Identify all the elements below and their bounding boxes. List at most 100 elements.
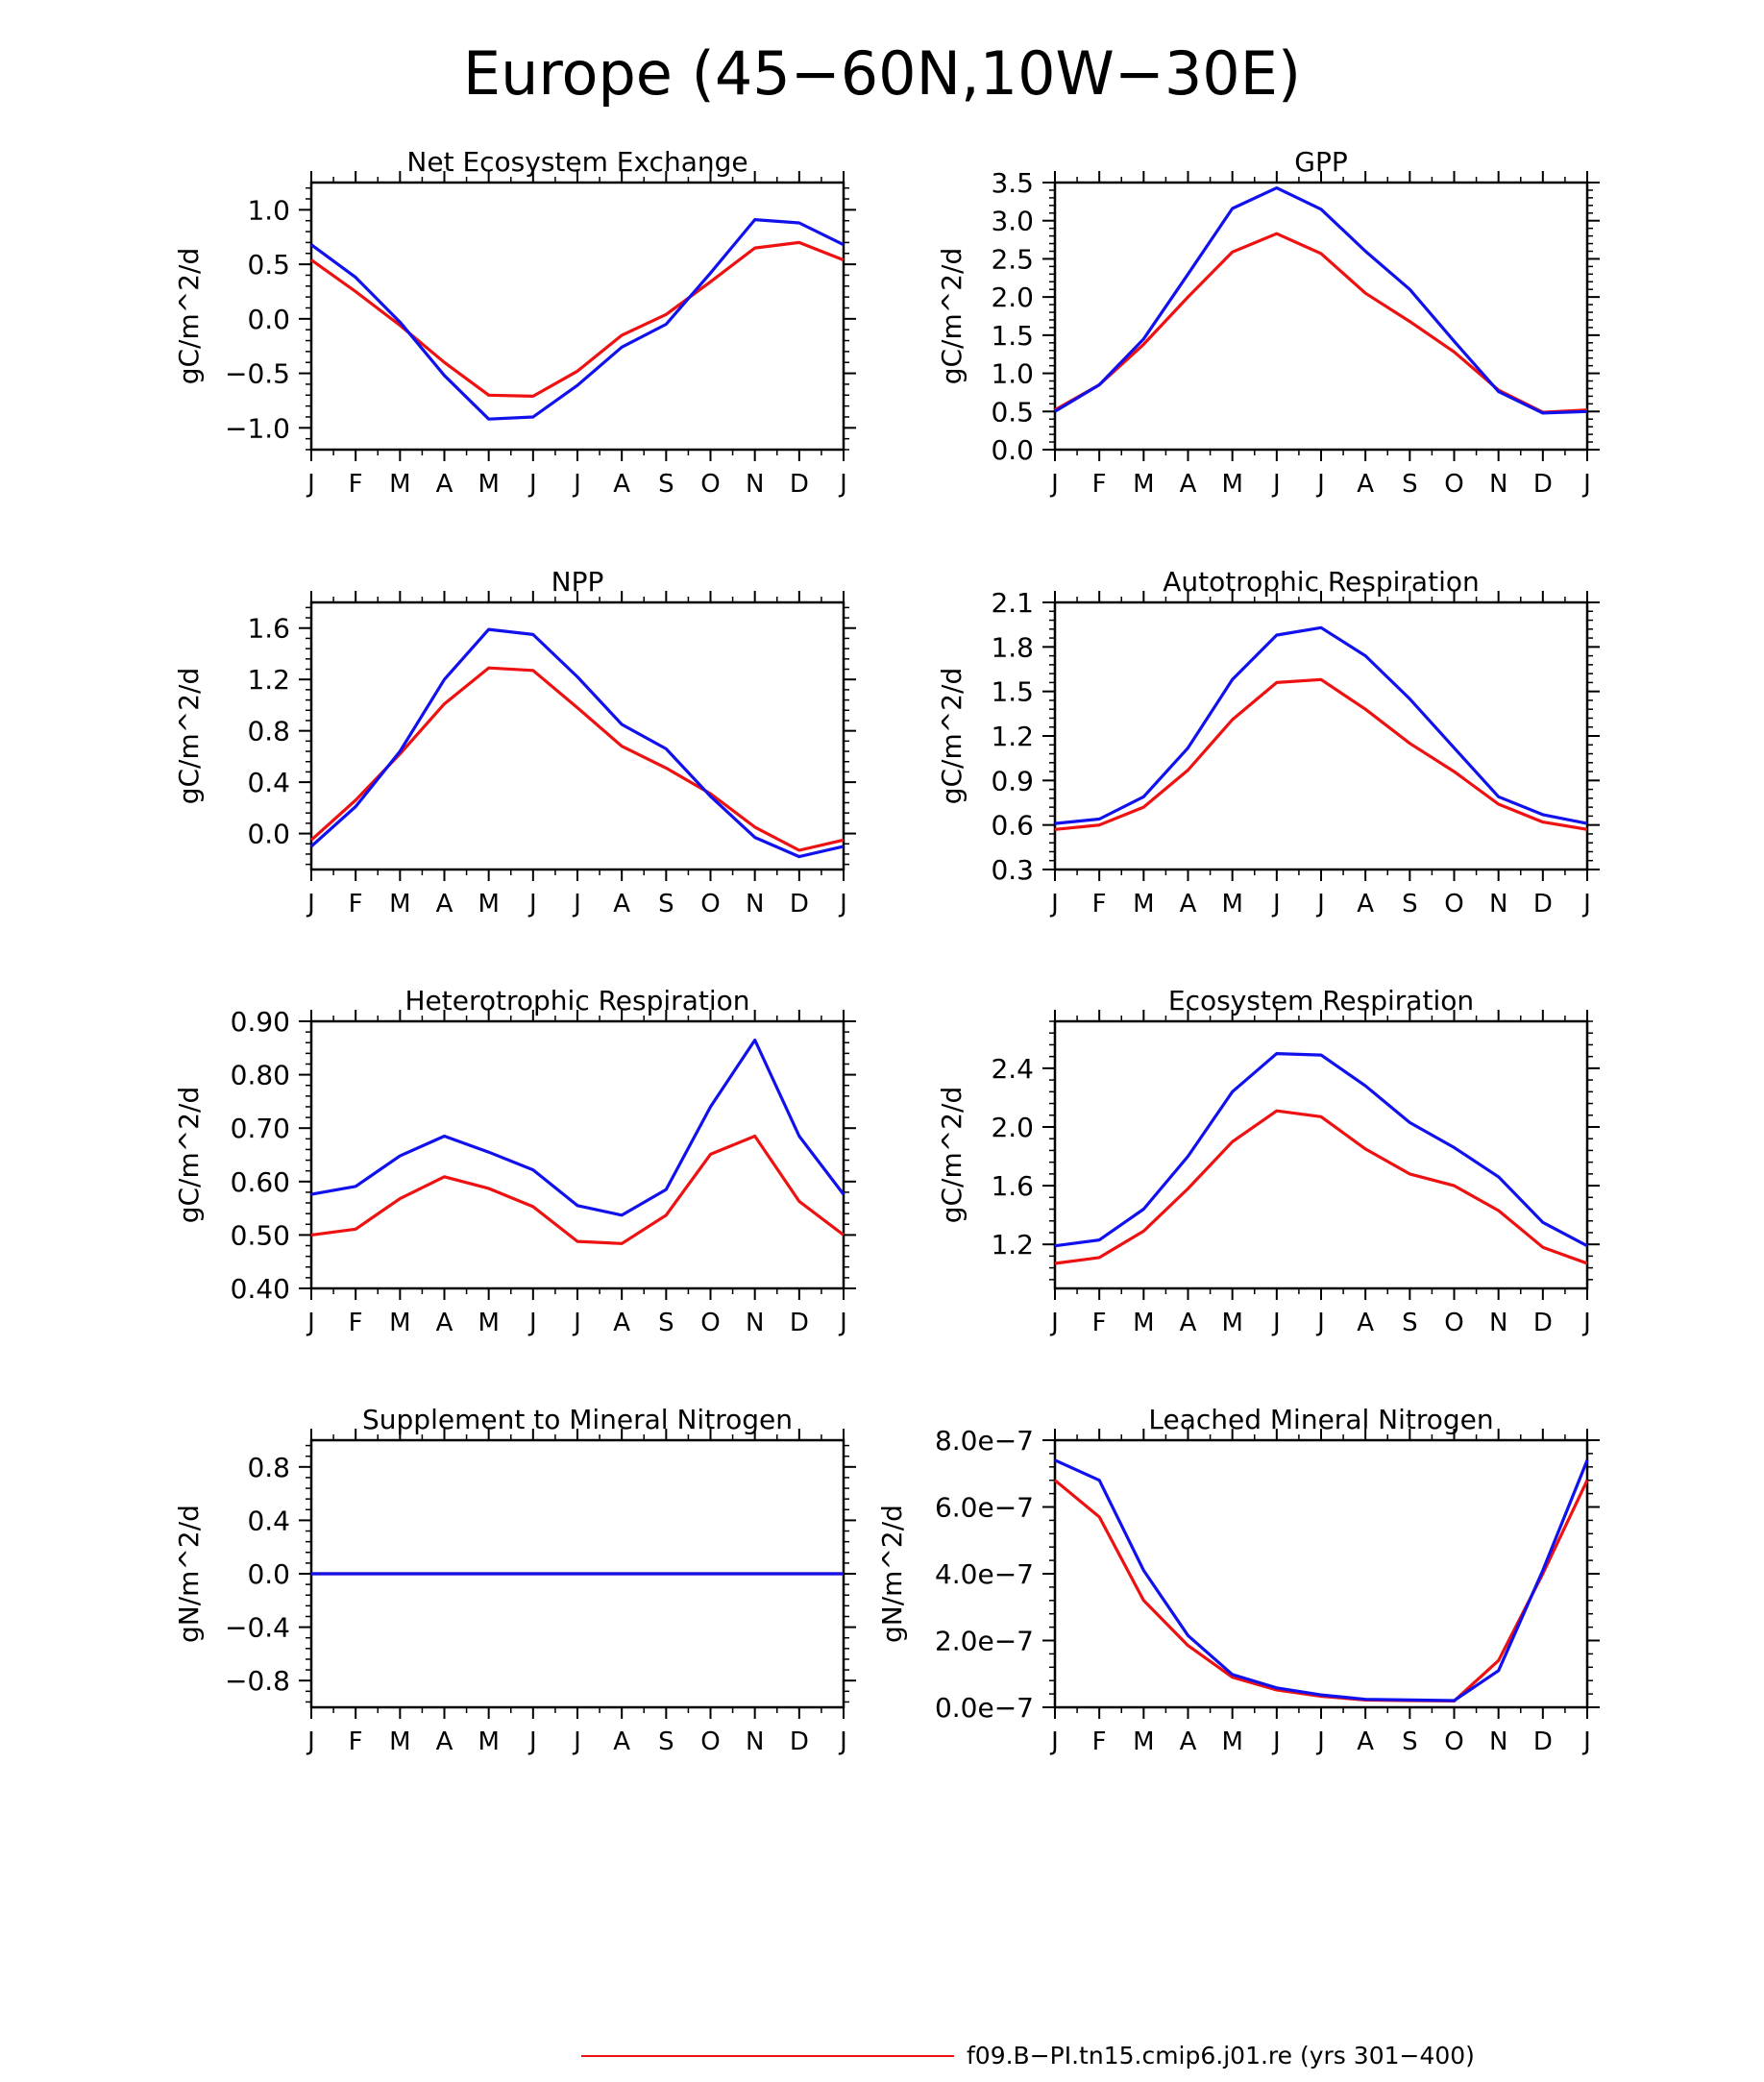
x-tick-label: M (1133, 890, 1154, 919)
x-tick-label: J (1271, 890, 1281, 919)
series-line (1054, 1109, 1588, 1265)
x-tick-label: D (790, 890, 809, 919)
x-tick-label: D (1533, 1309, 1553, 1337)
y-axis-label: gN/m^2/d (876, 1505, 908, 1643)
y-tick-label: 0.8 (247, 716, 290, 747)
x-tick-label: A (1180, 1309, 1197, 1337)
x-tick-label: S (1402, 1309, 1418, 1337)
x-tick-label: O (1444, 890, 1463, 919)
x-tick-label: J (838, 1309, 847, 1337)
legend-label: f09.B−PI.tn15.cmip6.j01.re (yrs 301−400) (967, 2042, 1475, 2070)
x-tick-label: N (746, 890, 764, 919)
x-tick-label: J (1049, 470, 1059, 499)
x-tick-label: A (613, 1309, 630, 1337)
plot-frame (1053, 181, 1589, 452)
y-tick-label: 0.60 (231, 1166, 290, 1198)
series-line (310, 1038, 845, 1217)
y-axis-label: gC/m^2/d (936, 1087, 968, 1224)
x-tick-label: F (349, 470, 363, 499)
x-tick-label: J (1581, 890, 1591, 919)
x-tick-label: O (700, 890, 720, 919)
x-tick-label: D (790, 470, 809, 499)
x-tick-label: M (478, 1727, 499, 1756)
y-tick-label: −0.4 (225, 1612, 290, 1644)
x-tick-label: J (527, 890, 537, 919)
x-tick-label: N (1489, 1727, 1507, 1756)
x-tick-label: F (1092, 1309, 1107, 1337)
x-tick-label: S (1402, 1727, 1418, 1756)
y-tick-label: 3.5 (991, 167, 1034, 199)
y-tick-label: 1.0 (991, 358, 1034, 390)
y-tick-label: 0.5 (991, 396, 1034, 428)
x-tick-label: M (1133, 1727, 1154, 1756)
x-tick-label: J (306, 1727, 315, 1756)
x-tick-label: M (1133, 1309, 1154, 1337)
y-tick-label: 1.0 (247, 194, 290, 226)
x-tick-label: M (389, 1727, 410, 1756)
x-tick-label: J (306, 1309, 315, 1337)
x-tick-label: D (1533, 470, 1553, 499)
y-tick-label: 2.0 (991, 1112, 1034, 1143)
y-tick-label: 0.5 (247, 249, 290, 281)
x-tick-label: M (389, 1309, 410, 1337)
x-tick-label: M (1221, 1727, 1242, 1756)
x-tick-label: A (1357, 1727, 1374, 1756)
x-tick-label: O (700, 1727, 720, 1756)
y-tick-label: 0.0 (247, 819, 290, 850)
x-tick-label: O (1444, 470, 1463, 499)
x-tick-label: M (389, 890, 410, 919)
x-tick-label: J (527, 470, 537, 499)
x-tick-label: J (527, 1309, 537, 1337)
x-tick-label: M (1221, 470, 1242, 499)
x-tick-label: O (1444, 1309, 1463, 1337)
x-tick-label: J (1049, 1309, 1059, 1337)
figure-title: Europe (45−60N,10W−30E) (463, 38, 1301, 109)
x-tick-label: F (349, 1309, 363, 1337)
x-tick-label: M (478, 1309, 499, 1337)
x-tick-label: F (349, 890, 363, 919)
plot-frame (1053, 600, 1589, 871)
plot-frame (1053, 1438, 1589, 1709)
y-tick-label: −0.8 (225, 1665, 290, 1697)
x-tick-label: M (1133, 470, 1154, 499)
plot-frame (1053, 1019, 1589, 1290)
plot-frame (309, 600, 845, 871)
legend: f09.B−PI.tn15.cmip6.j01.re (yrs 301−400) (581, 2042, 1475, 2070)
y-tick-label: 0.70 (231, 1113, 290, 1144)
x-tick-label: M (478, 890, 499, 919)
y-tick-label: 0.6 (991, 810, 1034, 842)
x-tick-label: D (790, 1309, 809, 1337)
x-tick-label: N (1489, 890, 1507, 919)
series-line (1054, 186, 1588, 415)
x-tick-label: M (389, 470, 410, 499)
y-tick-label: 2.0 (991, 282, 1034, 313)
series-line (1054, 1458, 1589, 1702)
x-tick-label: J (1271, 1727, 1281, 1756)
y-tick-label: 1.6 (991, 1170, 1034, 1202)
x-tick-label: A (613, 890, 630, 919)
y-tick-label: 0.8 (247, 1452, 290, 1483)
x-tick-label: A (436, 470, 453, 499)
x-tick-label: J (838, 1727, 847, 1756)
x-tick-label: A (613, 470, 630, 499)
y-tick-label: 0.4 (247, 1505, 290, 1536)
x-tick-label: N (746, 1309, 764, 1337)
y-tick-label: 0.90 (231, 1006, 290, 1038)
x-tick-label: A (1357, 470, 1374, 499)
x-tick-label: M (478, 470, 499, 499)
x-tick-label: A (1357, 890, 1374, 919)
y-tick-label: 0.80 (231, 1060, 290, 1091)
x-tick-label: O (1444, 1727, 1463, 1756)
y-tick-label: 0.50 (231, 1219, 290, 1251)
y-tick-label: 0.0 (991, 434, 1034, 466)
y-tick-label: 0.4 (247, 767, 290, 798)
x-tick-label: S (1402, 470, 1418, 499)
x-tick-label: J (1315, 470, 1325, 499)
x-tick-label: A (436, 1727, 453, 1756)
series-line (1053, 1479, 1589, 1703)
y-tick-label: −1.0 (225, 412, 290, 444)
y-tick-label: 1.5 (991, 320, 1034, 352)
